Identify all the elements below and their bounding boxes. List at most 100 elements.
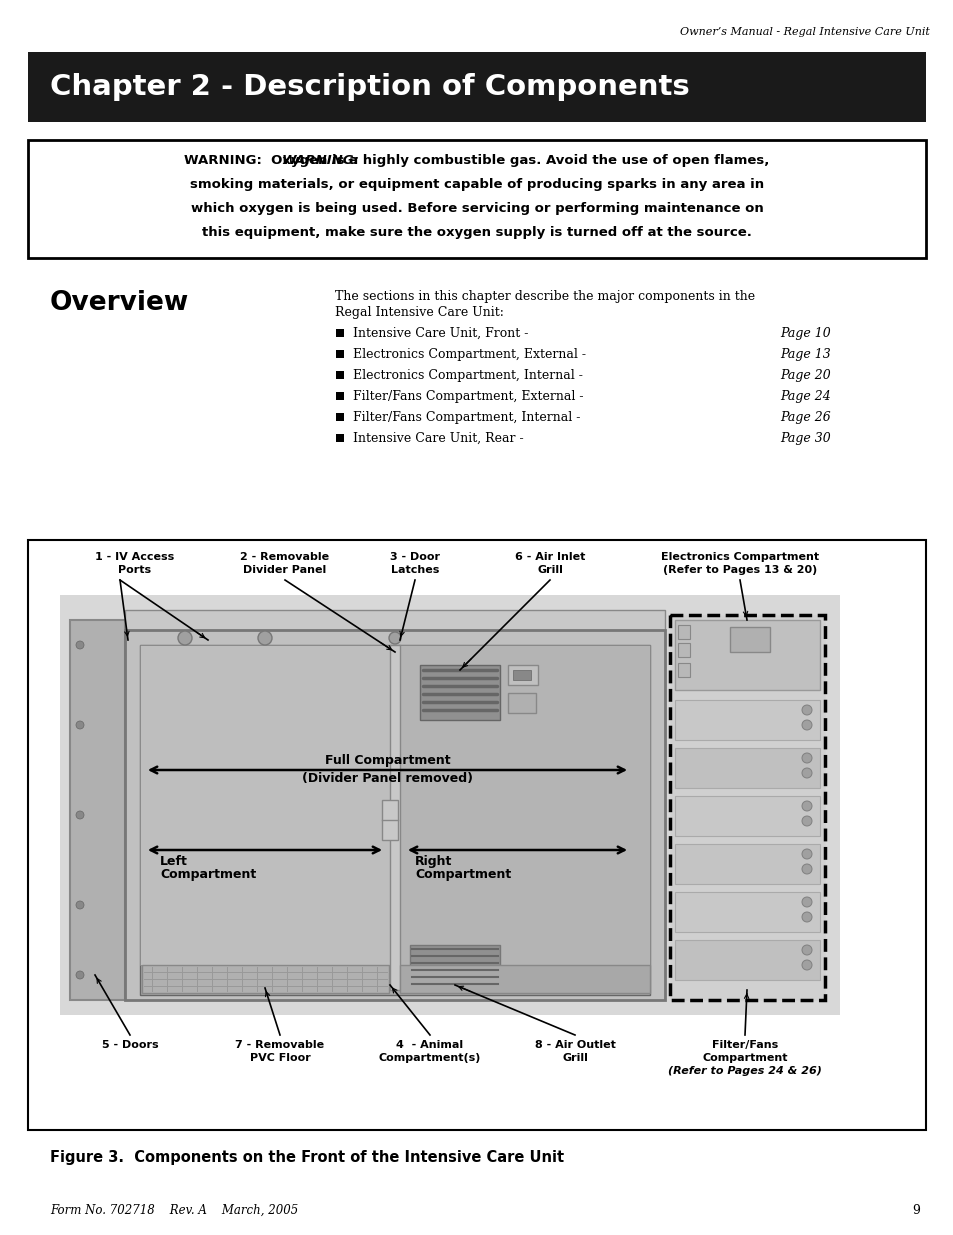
Text: Divider Panel: Divider Panel: [243, 564, 326, 576]
Text: Owner’s Manual - Regal Intensive Care Unit: Owner’s Manual - Regal Intensive Care Un…: [679, 27, 929, 37]
Text: Latches: Latches: [391, 564, 438, 576]
Bar: [399, 645, 649, 965]
Bar: [335, 433, 344, 442]
Circle shape: [801, 753, 811, 763]
Bar: [675, 700, 820, 740]
Bar: [678, 625, 689, 638]
Bar: [419, 664, 499, 720]
Text: Form No. 702718    Rev. A    March, 2005: Form No. 702718 Rev. A March, 2005: [50, 1203, 298, 1216]
Text: Page 20: Page 20: [780, 369, 830, 382]
Bar: [140, 645, 390, 965]
Circle shape: [801, 864, 811, 874]
Text: 2 - Removable: 2 - Removable: [240, 552, 329, 562]
Bar: [675, 748, 820, 788]
Text: 9: 9: [911, 1203, 919, 1216]
Bar: [410, 945, 499, 986]
Bar: [60, 595, 840, 1015]
Text: Left: Left: [160, 855, 188, 868]
Circle shape: [801, 768, 811, 778]
Text: Page 26: Page 26: [780, 411, 830, 424]
Circle shape: [76, 811, 84, 819]
Circle shape: [76, 641, 84, 650]
Bar: [678, 663, 689, 677]
Text: The sections in this chapter describe the major components in the: The sections in this chapter describe th…: [335, 290, 755, 303]
Bar: [507, 693, 536, 713]
Circle shape: [801, 816, 811, 826]
Text: 3 - Door: 3 - Door: [390, 552, 439, 562]
Text: Filter/Fans Compartment, External -: Filter/Fans Compartment, External -: [353, 390, 583, 403]
Text: Regal Intensive Care Unit:: Regal Intensive Care Unit:: [335, 306, 503, 319]
Circle shape: [76, 721, 84, 729]
Text: (Divider Panel removed): (Divider Panel removed): [302, 772, 473, 785]
Bar: [335, 412, 344, 421]
Text: 6 - Air Inlet: 6 - Air Inlet: [515, 552, 584, 562]
Bar: [335, 391, 344, 400]
Text: 1 - IV Access: 1 - IV Access: [95, 552, 174, 562]
Circle shape: [801, 945, 811, 955]
Text: PVC Floor: PVC Floor: [250, 1053, 310, 1063]
Text: which oxygen is being used. Before servicing or performing maintenance on: which oxygen is being used. Before servi…: [191, 203, 762, 215]
Text: (Refer to Pages 24 & 26): (Refer to Pages 24 & 26): [667, 1066, 821, 1076]
Bar: [381, 800, 397, 840]
Bar: [399, 965, 649, 993]
Bar: [70, 620, 125, 1000]
Text: Page 10: Page 10: [780, 327, 830, 340]
Bar: [28, 52, 925, 122]
Bar: [675, 620, 820, 690]
Text: this equipment, make sure the oxygen supply is turned off at the source.: this equipment, make sure the oxygen sup…: [202, 226, 751, 240]
Circle shape: [801, 897, 811, 906]
Text: Right: Right: [415, 855, 452, 868]
Bar: [335, 350, 344, 358]
Bar: [28, 540, 925, 1130]
Text: (Refer to Pages 13 & 20): (Refer to Pages 13 & 20): [662, 564, 817, 576]
Bar: [507, 664, 537, 685]
Bar: [335, 329, 344, 337]
Bar: [142, 965, 389, 993]
Circle shape: [801, 802, 811, 811]
Text: 4  - Animal: 4 - Animal: [396, 1040, 463, 1050]
Circle shape: [801, 911, 811, 923]
Circle shape: [801, 720, 811, 730]
Circle shape: [76, 971, 84, 979]
Bar: [140, 645, 649, 995]
Text: Page 24: Page 24: [780, 390, 830, 403]
Text: WARNING:: WARNING:: [282, 154, 359, 167]
Text: Filter/Fans Compartment, Internal -: Filter/Fans Compartment, Internal -: [353, 411, 579, 424]
Text: Compartment: Compartment: [415, 868, 511, 881]
Bar: [675, 797, 820, 836]
Bar: [729, 627, 769, 652]
Text: Grill: Grill: [537, 564, 562, 576]
Bar: [335, 370, 344, 379]
Bar: [675, 892, 820, 932]
Text: WARNING:  Oxygen is a highly combustible gas. Avoid the use of open flames,: WARNING: Oxygen is a highly combustible …: [184, 154, 769, 167]
Bar: [669, 615, 824, 1000]
Text: Chapter 2 - Description of Components: Chapter 2 - Description of Components: [50, 73, 689, 101]
Text: Page 30: Page 30: [780, 432, 830, 445]
Text: Full Compartment: Full Compartment: [324, 755, 450, 767]
Bar: [513, 671, 531, 680]
Text: Intensive Care Unit, Rear -: Intensive Care Unit, Rear -: [353, 432, 523, 445]
Text: Electronics Compartment: Electronics Compartment: [660, 552, 819, 562]
Circle shape: [801, 705, 811, 715]
Bar: [125, 630, 664, 1000]
Text: (Refer to: (Refer to: [679, 564, 740, 576]
Text: 7 - Removable: 7 - Removable: [235, 1040, 324, 1050]
Circle shape: [178, 631, 192, 645]
Text: Compartment: Compartment: [701, 1053, 787, 1063]
Text: Electronics Compartment, External -: Electronics Compartment, External -: [353, 348, 585, 361]
Circle shape: [389, 632, 400, 643]
Circle shape: [801, 848, 811, 860]
Bar: [678, 643, 689, 657]
Text: Filter/Fans: Filter/Fans: [711, 1040, 778, 1050]
Bar: [390, 645, 399, 990]
Text: (Refer to Pages 13 & 20): (Refer to Pages 13 & 20): [662, 564, 817, 576]
Text: Electronics Compartment, Internal -: Electronics Compartment, Internal -: [353, 369, 582, 382]
Text: Intensive Care Unit, Front -: Intensive Care Unit, Front -: [353, 327, 528, 340]
Bar: [28, 140, 925, 258]
Text: Compartment(s): Compartment(s): [378, 1053, 480, 1063]
Text: Page 13: Page 13: [780, 348, 830, 361]
Circle shape: [76, 902, 84, 909]
Circle shape: [801, 960, 811, 969]
Text: Figure 3.  Components on the Front of the Intensive Care Unit: Figure 3. Components on the Front of the…: [50, 1150, 563, 1165]
Text: smoking materials, or equipment capable of producing sparks in any area in: smoking materials, or equipment capable …: [190, 178, 763, 191]
